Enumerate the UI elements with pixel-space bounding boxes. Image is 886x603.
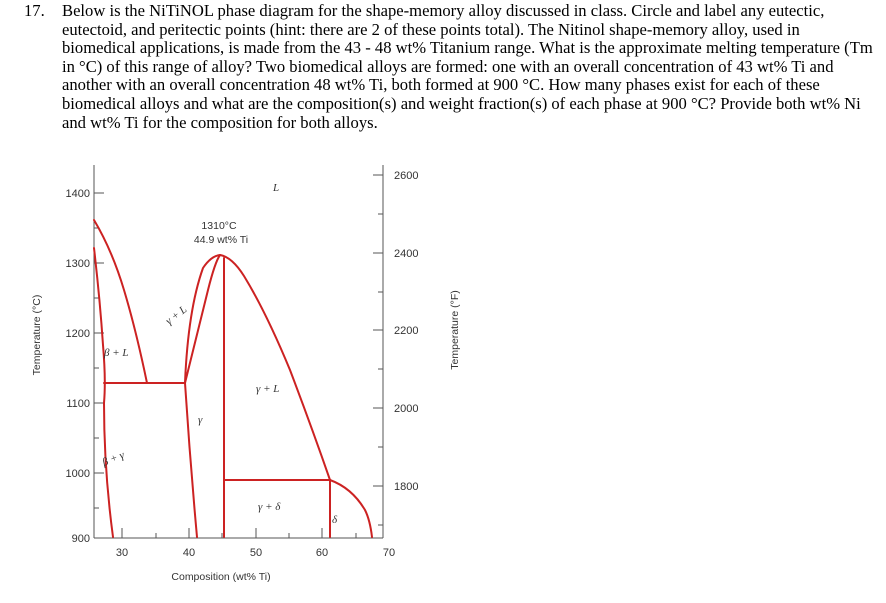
y-axis-right-title: Temperature (°F) (449, 290, 461, 369)
right-tick-label: 2400 (394, 248, 418, 260)
bottom-tick-labels: 30 40 50 60 70 (116, 547, 395, 559)
left-tick-label: 1300 (66, 258, 90, 270)
left-tick-label: 1100 (66, 398, 90, 410)
x-axis-title: Composition (wt% Ti) (171, 571, 270, 583)
question-number: 17. (24, 1, 45, 20)
beta-liquidus (93, 219, 148, 384)
gamma-left-solidus (184, 254, 221, 384)
bottom-axis-ticks (121, 528, 357, 538)
label-beta-gamma: β + γ (100, 449, 127, 469)
right-tick-label: 2600 (394, 170, 418, 182)
bottom-tick-label: 30 (116, 547, 128, 559)
annotation-temperature: 1310°C (201, 220, 237, 232)
question-block: 17. Below is the NiTiNOL phase diagram f… (24, 1, 874, 132)
annotation-composition: 44.9 wt% Ti (194, 234, 248, 246)
left-tick-label: 1400 (66, 188, 90, 200)
gamma-left-solvus (184, 382, 198, 538)
label-gamma-liquid-upper: γ + L (163, 304, 189, 328)
right-tick-label: 2200 (394, 325, 418, 337)
bottom-tick-label: 60 (316, 547, 328, 559)
right-tick-label: 1800 (394, 481, 418, 493)
left-tick-label: 1000 (66, 468, 90, 480)
label-delta: δ (332, 514, 338, 526)
label-gamma: γ (198, 414, 203, 426)
right-axis-ticks (373, 174, 383, 526)
y-axis-left-title: Temperature (°C) (31, 295, 43, 376)
left-tick-labels: 1400 1300 1200 1100 1000 900 (66, 188, 90, 545)
left-tick-label: 1200 (66, 328, 90, 340)
question-text: Below is the NiTiNOL phase diagram for t… (62, 1, 873, 132)
left-tick-label: 900 (72, 533, 90, 545)
label-gamma-delta: γ + δ (258, 501, 281, 513)
delta-right-boundary (329, 479, 373, 538)
right-tick-labels: 2600 2400 2200 2000 1800 (394, 170, 418, 493)
gamma-right-liquidus (219, 254, 331, 481)
beta-solvus (93, 247, 114, 538)
axis-frame (93, 165, 384, 539)
phase-boundaries (93, 219, 373, 538)
bottom-tick-label: 50 (250, 547, 262, 559)
bottom-tick-label: 40 (183, 547, 195, 559)
gamma-left-liquidus (184, 254, 221, 384)
label-gamma-liquid-right: γ + L (256, 383, 279, 395)
label-liquid: L (272, 182, 279, 194)
bottom-tick-label: 70 (383, 547, 395, 559)
right-tick-label: 2000 (394, 403, 418, 415)
label-beta-liquid: β + L (103, 347, 129, 359)
